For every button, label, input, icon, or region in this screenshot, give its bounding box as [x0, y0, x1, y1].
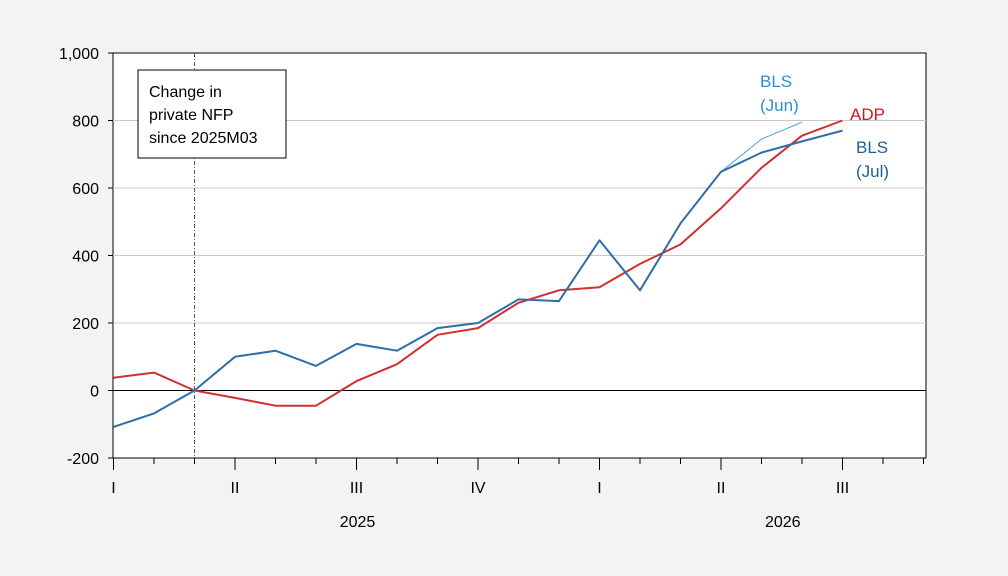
y-tick-label: 200	[72, 316, 99, 333]
y-tick-label: 800	[72, 114, 99, 131]
x-quarter-label: III	[836, 480, 849, 497]
annotation-text: since 2025M03	[149, 130, 258, 147]
series-label: BLS	[760, 72, 792, 91]
y-tick-label: 400	[72, 249, 99, 266]
labels: Change in private NFP since 2025M03 BLS (Jun…	[137, 69, 889, 181]
series-label: BLS	[856, 138, 888, 157]
series-label: (Jul)	[856, 162, 889, 181]
annotation-box	[137, 69, 287, 159]
series-label: ADP	[850, 105, 885, 124]
x-quarter-label: III	[350, 480, 363, 497]
x-quarter-label: II	[717, 480, 726, 497]
series-line-bls-jul	[113, 129, 843, 428]
annotation-text: Change in	[149, 84, 222, 101]
x-quarter-label: I	[597, 480, 601, 497]
series-line-bls-jun	[720, 121, 803, 173]
x-quarter-label: II	[231, 480, 240, 497]
x-quarter-label: IV	[470, 480, 485, 497]
annotation-text: private NFP	[149, 107, 233, 124]
x-year-label: 2026	[765, 514, 801, 531]
y-tick-label: 0	[90, 384, 99, 401]
series-label: (Jun)	[760, 96, 799, 115]
y-tick-label: 1,000	[59, 46, 99, 63]
y-tick-label: -200	[67, 451, 99, 468]
x-year-label: 2025	[340, 514, 376, 531]
y-tick-label: 600	[72, 181, 99, 198]
x-quarter-label: I	[111, 480, 115, 497]
series-lines	[113, 119, 843, 428]
series-line-adp	[113, 119, 843, 407]
